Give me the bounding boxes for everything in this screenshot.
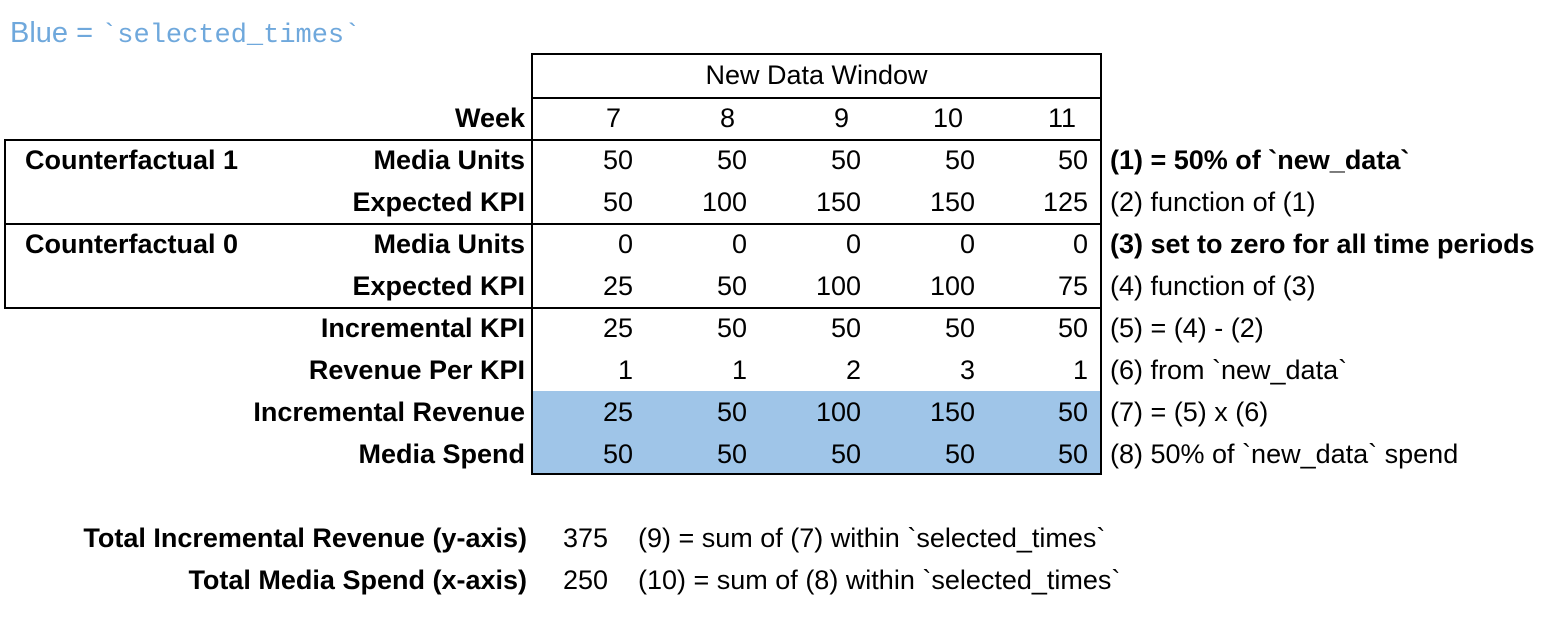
cell: 25 bbox=[602, 313, 633, 343]
new-data-window-header: New Data Window bbox=[705, 60, 928, 90]
line-grid-bottom bbox=[531, 473, 1102, 475]
cell: 50 bbox=[830, 145, 861, 175]
line-grid-left bbox=[531, 53, 533, 475]
cell: 50 bbox=[830, 313, 861, 343]
cell: 25 bbox=[602, 271, 633, 301]
cell: 3 bbox=[959, 355, 975, 385]
line-cf0-bottom bbox=[4, 307, 1102, 309]
line-header-top bbox=[531, 53, 1102, 55]
cell: 50 bbox=[830, 439, 861, 469]
line-labelbox-left bbox=[4, 139, 6, 309]
table-row: Expected KPI 25 50 100 100 75 (4) functi… bbox=[0, 265, 1544, 307]
table-row: Incremental KPI 25 50 50 50 50 (5) = (4)… bbox=[0, 307, 1544, 349]
total-media-spend-row: Total Media Spend (x-axis) 250 (10) = su… bbox=[0, 559, 1544, 601]
cell: 50 bbox=[944, 145, 975, 175]
legend-code: `selected_times` bbox=[101, 21, 361, 51]
cell: 50 bbox=[944, 439, 975, 469]
row-annotation: (3) set to zero for all time periods bbox=[1110, 229, 1535, 259]
group-label-counterfactual-0: Counterfactual 0 bbox=[25, 229, 239, 259]
total-value: 375 bbox=[563, 523, 609, 553]
legend-blue-selected-times: Blue = `selected_times` bbox=[10, 16, 361, 51]
row-label: Incremental KPI bbox=[320, 313, 525, 343]
selected-times-highlight bbox=[533, 391, 1100, 473]
row-annotation: (4) function of (3) bbox=[1110, 271, 1316, 301]
row-annotation: (7) = (5) x (6) bbox=[1110, 397, 1269, 427]
cell: 75 bbox=[1057, 271, 1088, 301]
cell: 0 bbox=[845, 229, 861, 259]
cell: 50 bbox=[1057, 313, 1088, 343]
line-week-bottom bbox=[4, 139, 1102, 141]
total-value: 250 bbox=[563, 565, 609, 595]
total-annotation: (10) = sum of (8) within `selected_times… bbox=[638, 565, 1121, 595]
cell: 50 bbox=[1057, 397, 1088, 427]
cell: 1 bbox=[617, 355, 633, 385]
row-annotation: (2) function of (1) bbox=[1110, 187, 1316, 217]
cell: 50 bbox=[602, 187, 633, 217]
cell: 50 bbox=[716, 439, 747, 469]
cell: 100 bbox=[815, 271, 861, 301]
row-label: Expected KPI bbox=[352, 271, 525, 301]
row-annotation: (5) = (4) - (2) bbox=[1110, 313, 1264, 343]
cell: 50 bbox=[716, 397, 747, 427]
total-label: Total Media Spend (x-axis) bbox=[188, 565, 527, 595]
cell: 150 bbox=[815, 187, 861, 217]
cell: 50 bbox=[602, 439, 633, 469]
table-row: Counterfactual 1 Media Units 50 50 50 50… bbox=[0, 139, 1544, 181]
cell: 50 bbox=[602, 145, 633, 175]
week-label: Week bbox=[454, 103, 525, 133]
cell: 25 bbox=[602, 397, 633, 427]
cell: 100 bbox=[815, 397, 861, 427]
row-label: Incremental Revenue bbox=[253, 397, 525, 427]
table-row-highlighted: Media Spend 50 50 50 50 50 (8) 50% of `n… bbox=[0, 433, 1544, 475]
row-label: Revenue Per KPI bbox=[308, 355, 525, 385]
total-annotation: (9) = sum of (7) within `selected_times` bbox=[638, 523, 1106, 553]
cell: 2 bbox=[845, 355, 861, 385]
cell: 50 bbox=[716, 313, 747, 343]
group-label-counterfactual-1: Counterfactual 1 bbox=[25, 145, 239, 175]
cell: 50 bbox=[1057, 439, 1088, 469]
table-row: Revenue Per KPI 1 1 2 3 1 (6) from `new_… bbox=[0, 349, 1544, 391]
legend-prefix: Blue = bbox=[10, 17, 102, 49]
line-header-bottom bbox=[531, 97, 1102, 99]
week-cell: 9 bbox=[833, 103, 849, 133]
cell: 50 bbox=[944, 313, 975, 343]
cell: 125 bbox=[1042, 187, 1088, 217]
line-grid-right bbox=[1100, 53, 1102, 475]
total-incremental-revenue-row: Total Incremental Revenue (y-axis) 375 (… bbox=[0, 517, 1544, 559]
cell: 150 bbox=[929, 397, 975, 427]
row-annotation: (1) = 50% of `new_data` bbox=[1110, 145, 1410, 175]
line-cf1-bottom bbox=[4, 223, 1102, 225]
cell: 100 bbox=[701, 187, 747, 217]
row-label: Media Spend bbox=[358, 439, 525, 469]
row-label: Media Units bbox=[373, 145, 525, 175]
week-row: Week 7 8 9 10 11 bbox=[0, 97, 1544, 139]
cell: 1 bbox=[1072, 355, 1088, 385]
row-annotation: (8) 50% of `new_data` spend bbox=[1110, 439, 1459, 469]
cell: 100 bbox=[929, 271, 975, 301]
cell: 0 bbox=[731, 229, 747, 259]
cell: 0 bbox=[617, 229, 633, 259]
table-row: Expected KPI 50 100 150 150 125 (2) func… bbox=[0, 181, 1544, 223]
week-cell: 7 bbox=[605, 103, 621, 133]
cell: 1 bbox=[731, 355, 747, 385]
week-cell: 8 bbox=[719, 103, 735, 133]
table-row: Counterfactual 0 Media Units 0 0 0 0 0 (… bbox=[0, 223, 1544, 265]
cell: 50 bbox=[1057, 145, 1088, 175]
row-label: Expected KPI bbox=[352, 187, 525, 217]
cell: 150 bbox=[929, 187, 975, 217]
cell: 0 bbox=[1072, 229, 1088, 259]
table-row-highlighted: Incremental Revenue 25 50 100 150 50 (7)… bbox=[0, 391, 1544, 433]
cell: 50 bbox=[716, 271, 747, 301]
row-label: Media Units bbox=[373, 229, 525, 259]
week-cell: 11 bbox=[1047, 103, 1076, 133]
row-annotation: (6) from `new_data` bbox=[1110, 355, 1348, 385]
cell: 50 bbox=[716, 145, 747, 175]
week-cell: 10 bbox=[932, 103, 963, 133]
cell: 0 bbox=[959, 229, 975, 259]
total-label: Total Incremental Revenue (y-axis) bbox=[83, 523, 527, 553]
